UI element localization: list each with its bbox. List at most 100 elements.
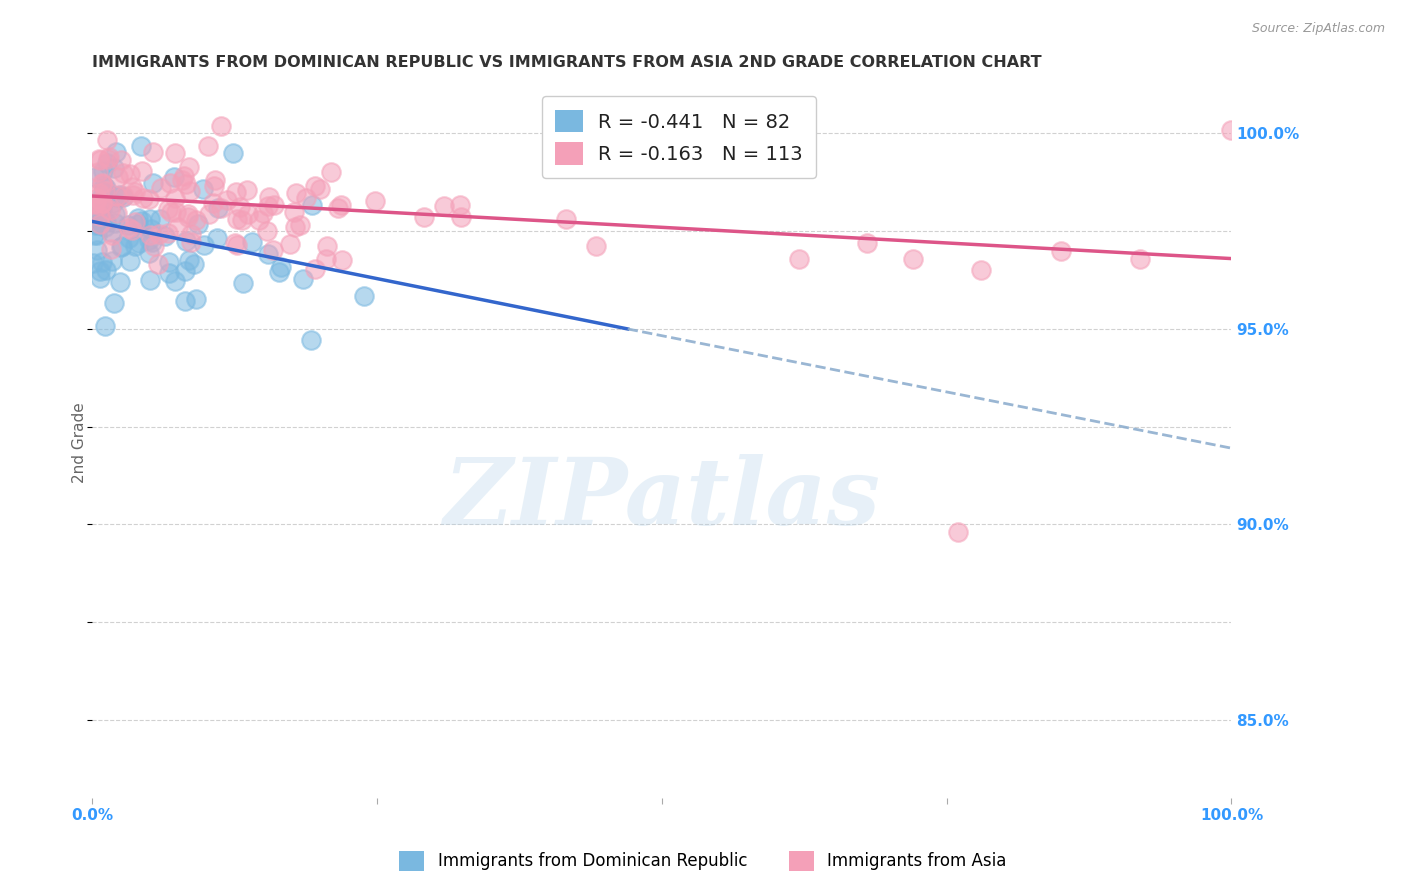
Point bbox=[139, 228, 162, 243]
Point bbox=[901, 252, 924, 266]
Point bbox=[259, 190, 281, 204]
Point bbox=[91, 163, 114, 178]
Point bbox=[94, 219, 117, 234]
Point bbox=[107, 170, 129, 185]
Point bbox=[110, 153, 132, 168]
Point bbox=[97, 152, 120, 166]
Point bbox=[108, 275, 131, 289]
Point bbox=[108, 188, 131, 202]
Point bbox=[278, 237, 301, 252]
Point bbox=[163, 145, 186, 160]
Point bbox=[247, 213, 270, 227]
Point bbox=[112, 189, 135, 203]
Point bbox=[89, 264, 111, 278]
Point bbox=[252, 206, 274, 220]
Point bbox=[141, 235, 163, 249]
Point bbox=[165, 204, 187, 219]
Point bbox=[96, 156, 118, 170]
Point bbox=[198, 207, 221, 221]
Point bbox=[83, 228, 105, 243]
Point bbox=[449, 197, 471, 211]
Point bbox=[256, 224, 278, 238]
Point bbox=[433, 199, 456, 213]
Point bbox=[263, 198, 285, 212]
Point bbox=[191, 182, 214, 196]
Point bbox=[131, 214, 153, 228]
Point bbox=[104, 207, 127, 221]
Point bbox=[209, 201, 232, 215]
Point bbox=[184, 293, 207, 307]
Point bbox=[202, 179, 225, 194]
Point bbox=[267, 265, 290, 279]
Point bbox=[131, 164, 153, 178]
Point bbox=[112, 166, 135, 180]
Point bbox=[201, 196, 224, 211]
Point bbox=[89, 217, 111, 231]
Point bbox=[156, 226, 179, 240]
Point bbox=[127, 217, 149, 231]
Point bbox=[96, 181, 118, 195]
Point bbox=[236, 184, 259, 198]
Point bbox=[87, 217, 110, 231]
Point bbox=[159, 176, 181, 190]
Point bbox=[105, 206, 128, 220]
Point bbox=[174, 177, 197, 191]
Point bbox=[555, 211, 578, 226]
Point bbox=[103, 161, 125, 175]
Point bbox=[787, 252, 810, 266]
Point bbox=[124, 185, 146, 199]
Point bbox=[197, 139, 219, 153]
Point bbox=[257, 247, 280, 261]
Point bbox=[174, 234, 197, 248]
Point bbox=[89, 153, 111, 168]
Point bbox=[585, 239, 607, 253]
Point bbox=[128, 235, 150, 250]
Point bbox=[231, 213, 253, 227]
Point bbox=[225, 185, 247, 199]
Point bbox=[83, 197, 105, 211]
Point bbox=[100, 225, 122, 239]
Point bbox=[98, 203, 121, 218]
Point bbox=[89, 271, 111, 285]
Point bbox=[304, 262, 326, 277]
Point bbox=[285, 186, 308, 200]
Point bbox=[308, 182, 330, 196]
Point bbox=[87, 152, 110, 166]
Point bbox=[205, 230, 228, 244]
Point bbox=[86, 211, 108, 226]
Point bbox=[117, 231, 139, 245]
Point bbox=[84, 218, 107, 232]
Point bbox=[84, 195, 107, 210]
Point bbox=[90, 178, 112, 192]
Point bbox=[363, 194, 385, 209]
Point bbox=[301, 198, 323, 212]
Point bbox=[124, 215, 146, 229]
Point bbox=[146, 257, 169, 271]
Point bbox=[103, 296, 125, 310]
Point bbox=[138, 246, 160, 260]
Point bbox=[97, 150, 120, 164]
Point bbox=[86, 191, 108, 205]
Text: ZIPatlas: ZIPatlas bbox=[443, 454, 880, 544]
Point bbox=[127, 211, 149, 225]
Point bbox=[157, 202, 180, 217]
Point bbox=[138, 273, 160, 287]
Point bbox=[413, 210, 436, 224]
Point bbox=[104, 145, 127, 160]
Point bbox=[163, 191, 186, 205]
Point bbox=[150, 181, 173, 195]
Point bbox=[330, 198, 353, 212]
Point bbox=[138, 234, 160, 248]
Point bbox=[101, 228, 124, 243]
Point bbox=[173, 169, 195, 183]
Point bbox=[163, 274, 186, 288]
Point bbox=[215, 194, 238, 208]
Point bbox=[288, 218, 311, 232]
Point bbox=[91, 196, 114, 211]
Point bbox=[284, 219, 307, 234]
Point bbox=[184, 213, 207, 227]
Point bbox=[117, 218, 139, 232]
Point bbox=[82, 256, 104, 270]
Point bbox=[89, 210, 111, 224]
Point bbox=[105, 189, 128, 203]
